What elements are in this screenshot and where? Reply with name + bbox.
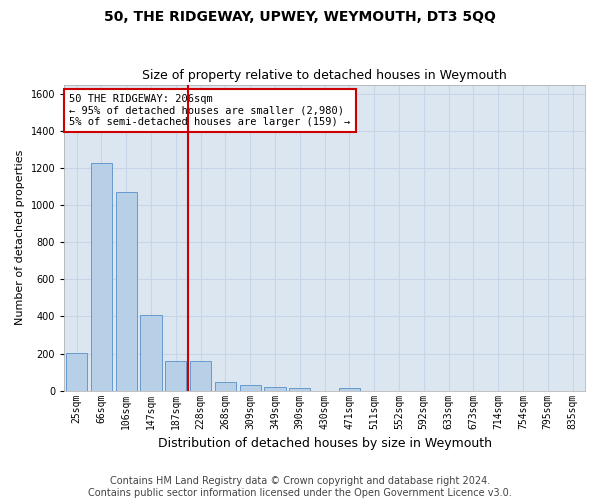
Bar [289,388,310,390]
Title: Size of property relative to detached houses in Weymouth: Size of property relative to detached ho… [142,69,507,82]
Bar [91,164,112,390]
Bar [190,361,211,390]
Text: Contains HM Land Registry data © Crown copyright and database right 2024.
Contai: Contains HM Land Registry data © Crown c… [88,476,512,498]
Text: 50, THE RIDGEWAY, UPWEY, WEYMOUTH, DT3 5QQ: 50, THE RIDGEWAY, UPWEY, WEYMOUTH, DT3 5… [104,10,496,24]
Bar [140,314,161,390]
Bar [215,382,236,390]
Bar [239,386,261,390]
X-axis label: Distribution of detached houses by size in Weymouth: Distribution of detached houses by size … [158,437,491,450]
Bar [265,388,286,390]
Bar [66,352,87,391]
Text: 50 THE RIDGEWAY: 206sqm
← 95% of detached houses are smaller (2,980)
5% of semi-: 50 THE RIDGEWAY: 206sqm ← 95% of detache… [70,94,350,127]
Bar [116,192,137,390]
Bar [165,361,187,390]
Y-axis label: Number of detached properties: Number of detached properties [15,150,25,326]
Bar [339,388,360,390]
